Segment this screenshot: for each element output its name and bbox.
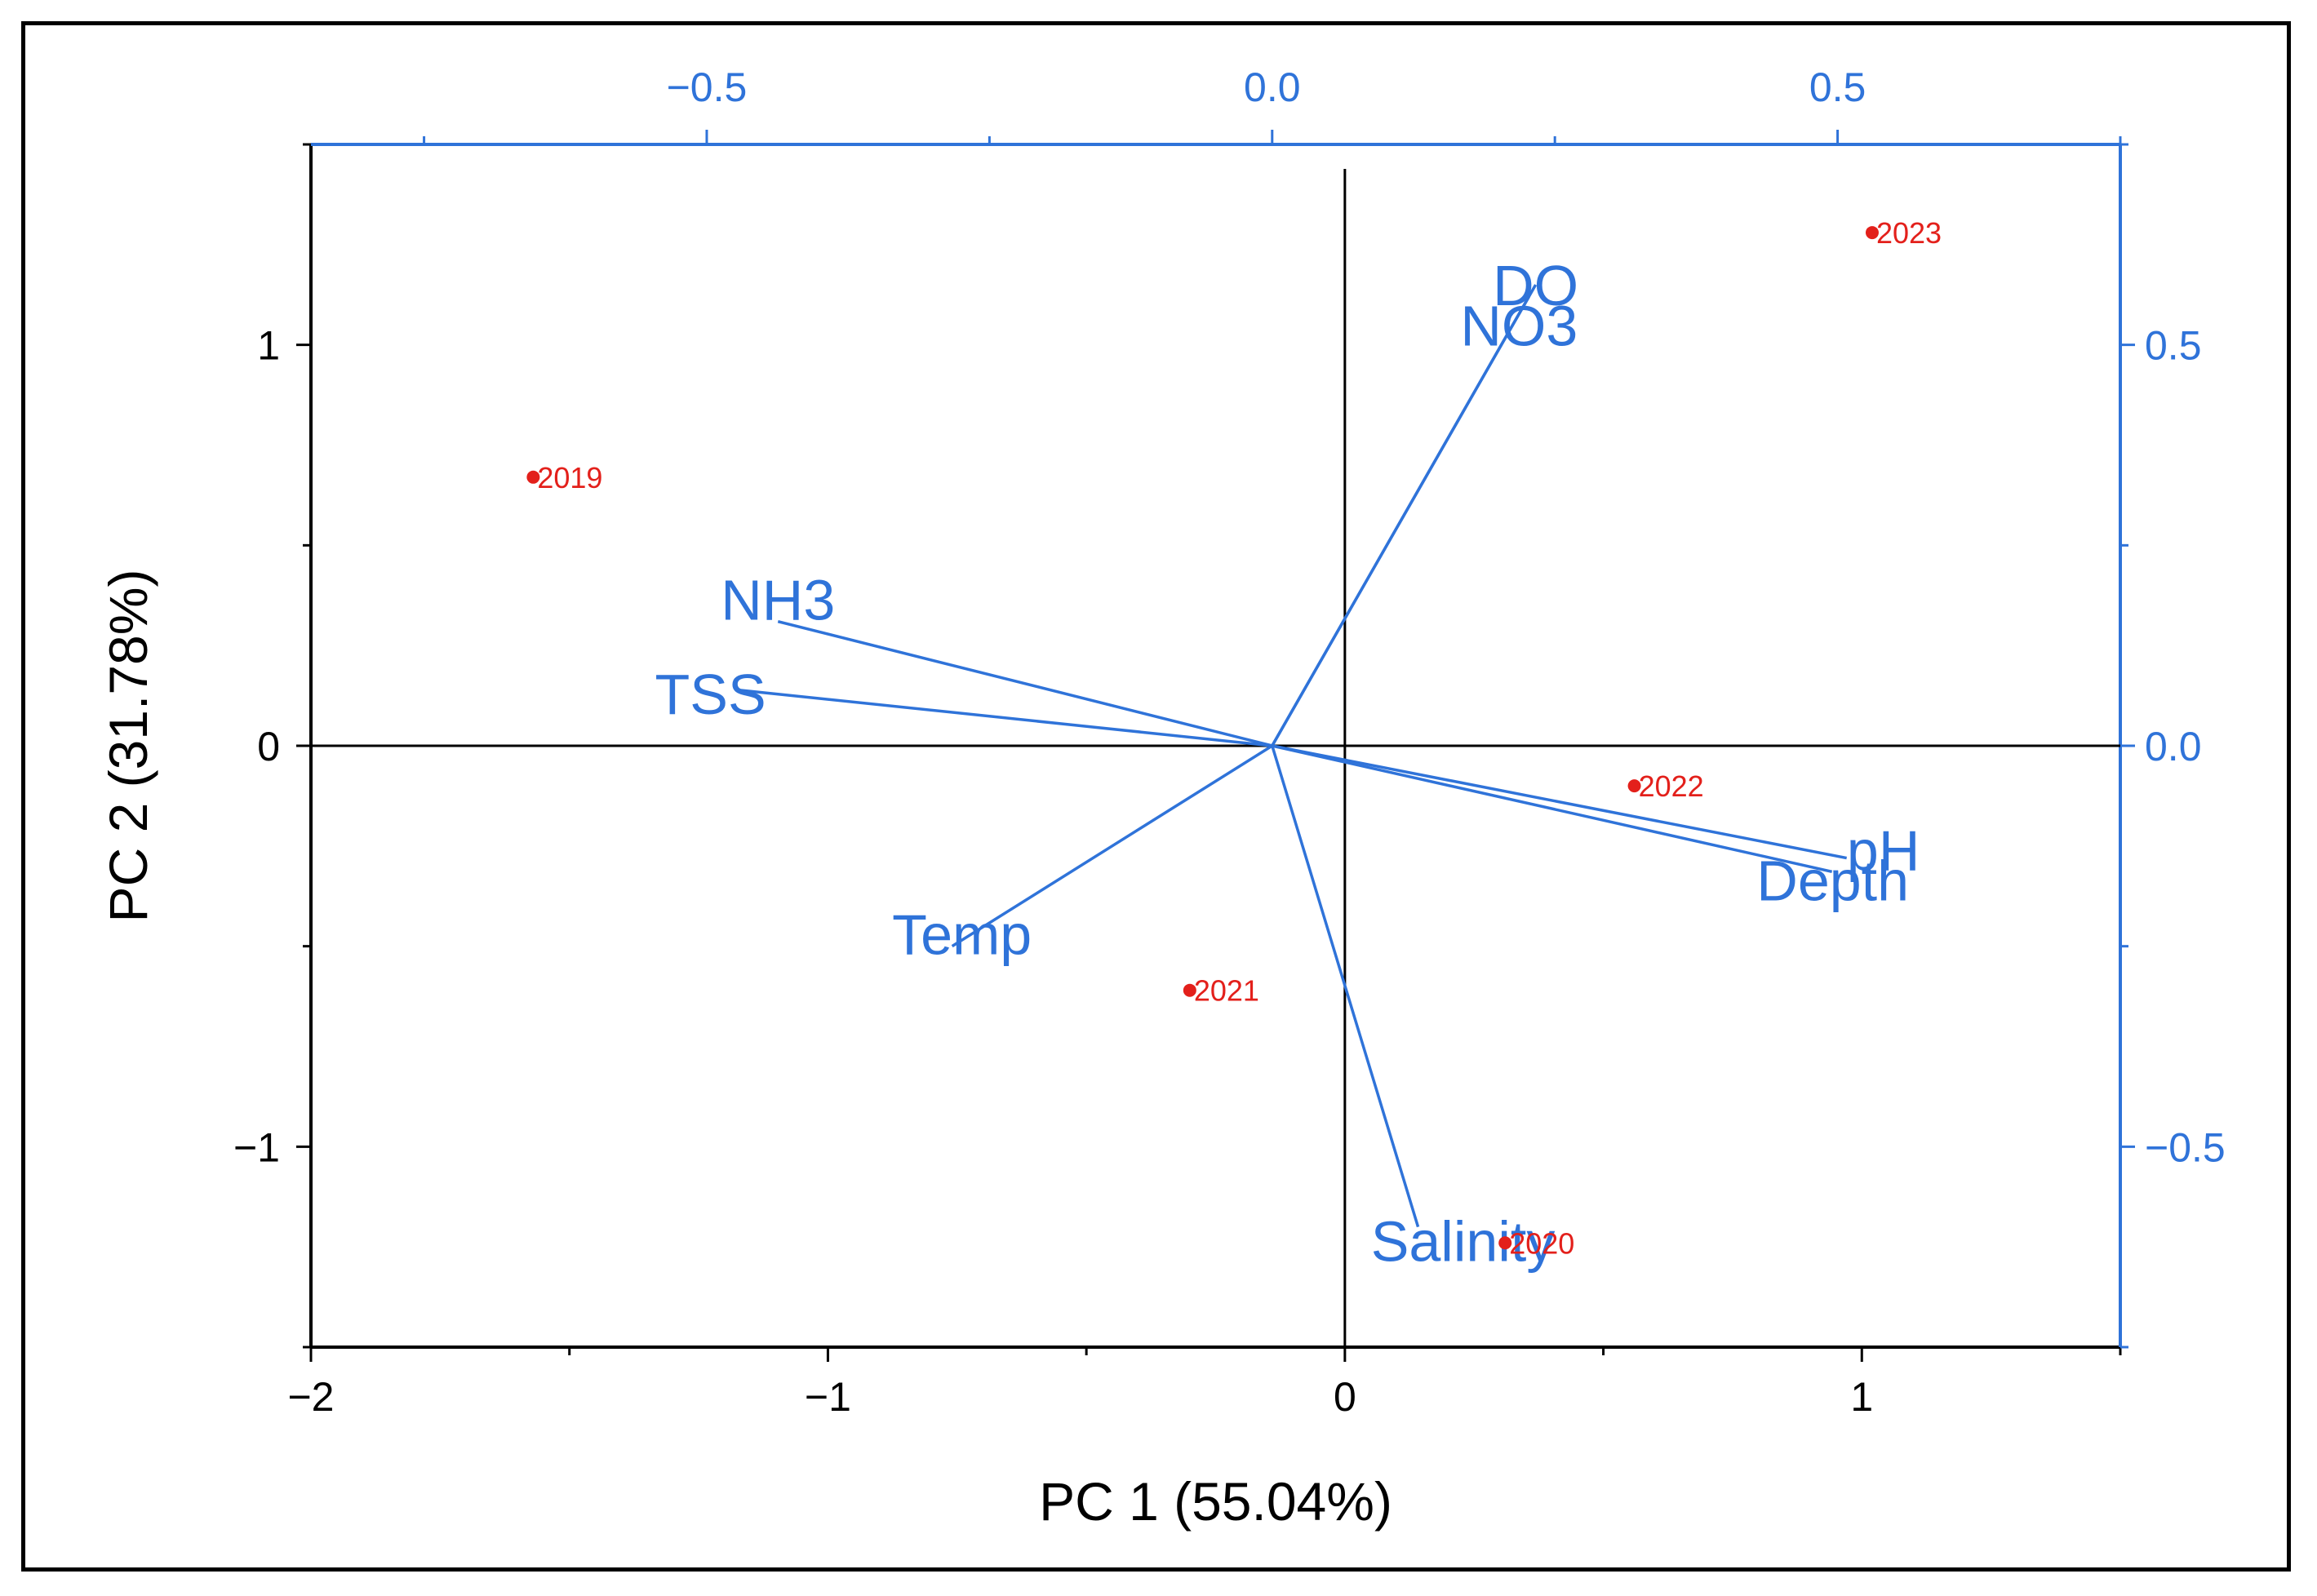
score-point-2022 <box>1627 779 1641 793</box>
y-axis-title: PC 2 (31.78%) <box>98 570 158 923</box>
x-tick-label-top: −0.5 <box>667 64 748 110</box>
loading-vector-salinity <box>1271 745 1420 1228</box>
score-label-2019: 2019 <box>537 461 602 494</box>
loading-label-tss: TSS <box>655 663 766 726</box>
loading-vector-ph <box>1272 744 1848 860</box>
score-point-2020 <box>1498 1236 1512 1250</box>
score-label-2022: 2022 <box>1639 769 1704 803</box>
y-tick-label-right: −0.5 <box>2145 1124 2226 1170</box>
loading-vector-no3 <box>1271 295 1530 747</box>
loading-label-depth: Depth <box>1756 849 1909 912</box>
x-tick-label-top: 0.0 <box>1244 64 1301 110</box>
score-point-2023 <box>1865 226 1879 240</box>
loading-label-ph: pH <box>1847 819 1920 883</box>
x-tick-label-bottom: 0 <box>1334 1374 1356 1420</box>
y-tick-label-right: 0.5 <box>2145 323 2202 369</box>
loading-vector-temp <box>951 744 1273 948</box>
loading-label-salinity: Salinity <box>1371 1210 1556 1274</box>
x-tick-label-bottom: −2 <box>287 1374 334 1420</box>
x-tick-label-bottom: 1 <box>1850 1374 1873 1420</box>
x-tick-label-bottom: −1 <box>805 1374 851 1420</box>
score-label-2021: 2021 <box>1194 974 1259 1008</box>
loading-vector-depth <box>1272 744 1833 873</box>
y-tick-label-left: −1 <box>233 1124 280 1170</box>
loading-label-do: DO <box>1493 254 1578 317</box>
score-label-2020: 2020 <box>1509 1226 1574 1260</box>
loading-label-no3: NO3 <box>1460 295 1578 358</box>
score-point-2019 <box>526 470 540 484</box>
loading-label-temp: Temp <box>892 903 1032 967</box>
y-tick-label-right: 0.0 <box>2145 724 2202 769</box>
y-tick-label-left: 0 <box>257 724 280 769</box>
x-axis-title: PC 1 (55.04%) <box>1039 1471 1392 1532</box>
score-label-2023: 2023 <box>1876 216 1942 250</box>
x-tick-label-top: 0.5 <box>1809 64 1866 110</box>
loading-vector-nh3 <box>777 619 1273 747</box>
y-tick-label-left: 1 <box>257 323 280 369</box>
loading-vector-tss <box>735 688 1272 747</box>
loading-label-nh3: NH3 <box>721 569 835 632</box>
score-point-2021 <box>1183 983 1196 997</box>
figure-frame <box>21 21 2291 1572</box>
